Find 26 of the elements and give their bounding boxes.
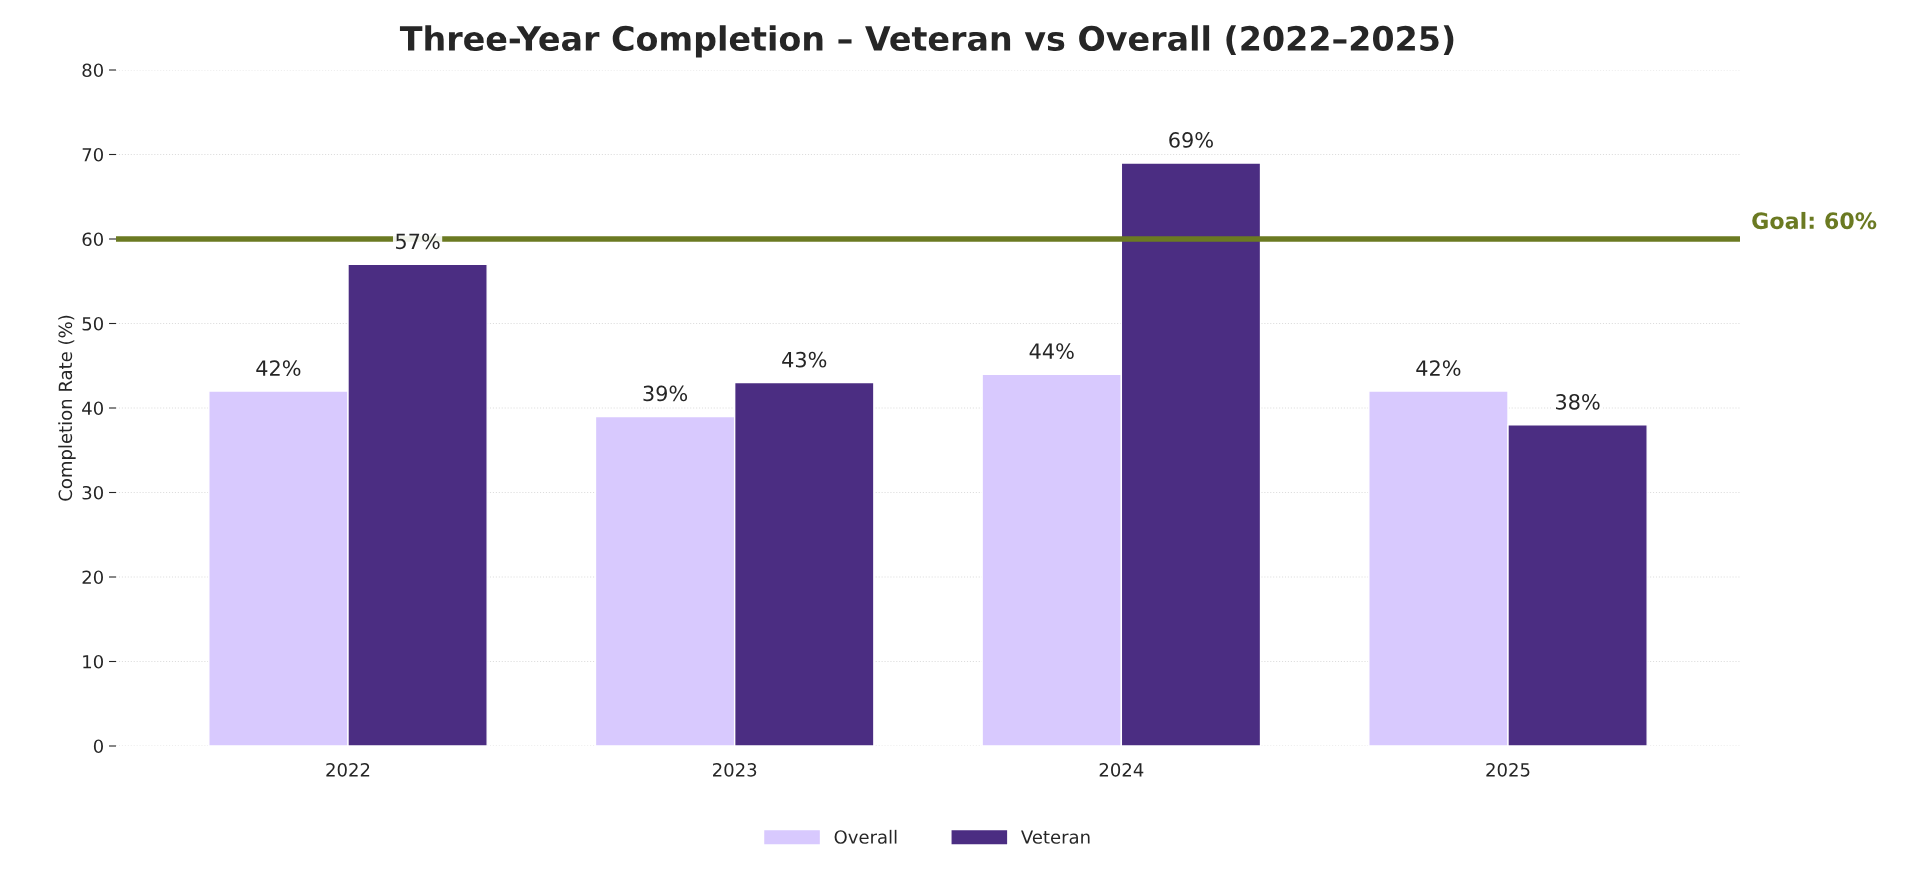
y-tick-label: 60 xyxy=(82,232,103,247)
y-tick-label: 50 xyxy=(82,316,103,331)
x-tick-label: 2023 xyxy=(713,762,757,777)
legend-label: Veteran xyxy=(1021,830,1090,844)
y-tick-label: 20 xyxy=(82,570,103,585)
x-tick-label: 2025 xyxy=(1486,762,1530,777)
y-axis-title: Completion Rate (%) xyxy=(58,315,76,501)
data-label: 38% xyxy=(1556,393,1600,410)
y-tick-label: 0 xyxy=(93,739,103,754)
y-tick-label: 70 xyxy=(82,147,103,162)
data-label: 57% xyxy=(396,233,440,250)
chart-title: Three-Year Completion – Veteran vs Overall (2022–2025) xyxy=(399,25,1454,58)
data-label: 39% xyxy=(643,385,688,402)
ref-line-label: Goal: 60% xyxy=(1752,211,1877,230)
x-tick-label: 2022 xyxy=(326,762,370,777)
legend-label: Overall xyxy=(834,829,897,844)
data-label: 69% xyxy=(1169,132,1213,148)
y-tick-label: 30 xyxy=(82,485,103,500)
x-tick-label: 2024 xyxy=(1099,762,1144,777)
data-label: 42% xyxy=(256,360,301,376)
y-tick-label: 40 xyxy=(82,401,103,416)
y-tick-label: 10 xyxy=(83,654,103,669)
data-label: 44% xyxy=(1029,343,1074,360)
data-label: 43% xyxy=(782,351,827,368)
y-tick-label: 80 xyxy=(82,63,103,78)
data-label: 42% xyxy=(1416,360,1461,376)
